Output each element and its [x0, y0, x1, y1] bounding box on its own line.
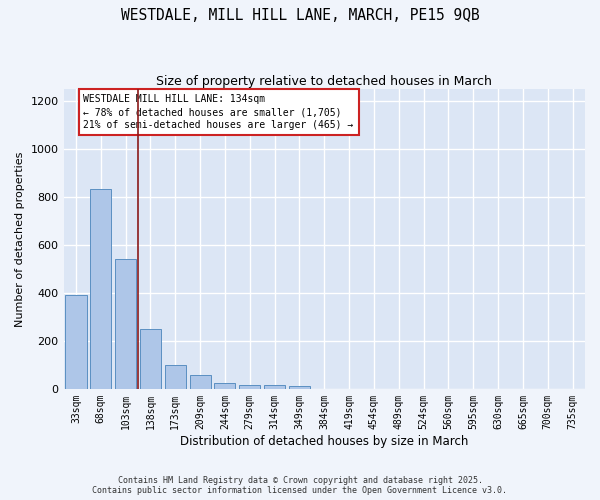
- Bar: [289, 386, 310, 389]
- Text: WESTDALE MILL HILL LANE: 134sqm
← 78% of detached houses are smaller (1,705)
21%: WESTDALE MILL HILL LANE: 134sqm ← 78% of…: [83, 94, 353, 130]
- Text: WESTDALE, MILL HILL LANE, MARCH, PE15 9QB: WESTDALE, MILL HILL LANE, MARCH, PE15 9Q…: [121, 8, 479, 22]
- Y-axis label: Number of detached properties: Number of detached properties: [15, 152, 25, 326]
- Bar: [214, 383, 235, 389]
- Bar: [165, 365, 186, 389]
- Bar: [115, 260, 136, 389]
- Text: Contains HM Land Registry data © Crown copyright and database right 2025.
Contai: Contains HM Land Registry data © Crown c…: [92, 476, 508, 495]
- Bar: [90, 188, 112, 389]
- Bar: [140, 330, 161, 389]
- Bar: [239, 384, 260, 389]
- Bar: [190, 375, 211, 389]
- Title: Size of property relative to detached houses in March: Size of property relative to detached ho…: [157, 75, 492, 88]
- X-axis label: Distribution of detached houses by size in March: Distribution of detached houses by size …: [180, 434, 469, 448]
- Bar: [264, 385, 285, 389]
- Bar: [65, 296, 86, 389]
